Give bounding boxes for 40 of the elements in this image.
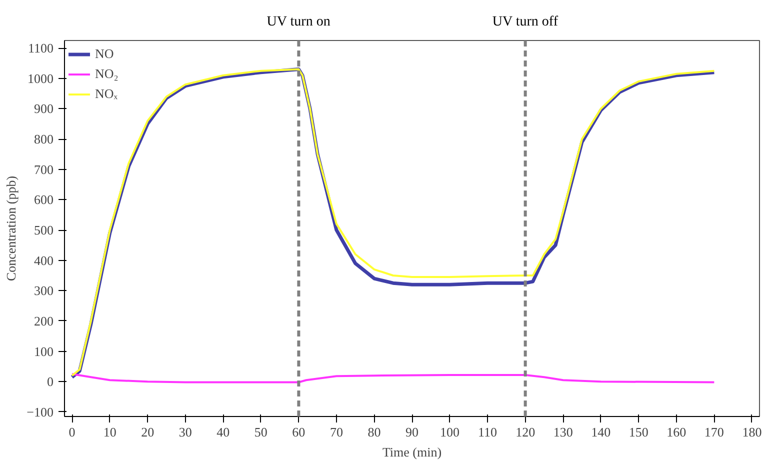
- y-tick-label: 900: [34, 101, 54, 116]
- x-tick-label: 80: [368, 424, 381, 440]
- x-tick-label: 30: [178, 424, 192, 440]
- x-tick-label: 0: [68, 424, 76, 440]
- x-tick-label: 150: [628, 424, 648, 440]
- y-tick-label: 400: [34, 252, 54, 268]
- y-tick-label: 800: [34, 132, 54, 147]
- x-tick-label: 20: [141, 424, 154, 440]
- y-tick-label: 600: [34, 192, 54, 208]
- x-tick-label: 120: [516, 424, 536, 440]
- x-tick-label: 110: [478, 424, 498, 440]
- legend-label: NO: [95, 46, 115, 62]
- x-tick-label: 170: [704, 424, 724, 440]
- x-tick-label: 100: [440, 424, 460, 440]
- x-tick-label: 90: [406, 424, 418, 440]
- x-axis-title: Time (min): [382, 444, 442, 460]
- legend-label: NOₓ: [95, 86, 118, 102]
- y-tick-label: 0: [47, 374, 54, 390]
- x-tick-label: 70: [330, 424, 343, 440]
- x-tick-label: 50: [254, 424, 268, 440]
- y-tick-label: 500: [34, 222, 54, 238]
- y-tick-label: 300: [34, 283, 54, 298]
- x-tick-label: 180: [742, 424, 762, 440]
- legend-label: NO₂: [95, 66, 118, 82]
- x-tick-label: 60: [292, 424, 306, 440]
- x-tick-label: 40: [216, 424, 230, 440]
- y-tick-label: 200: [34, 313, 54, 328]
- line-series: [71, 373, 716, 384]
- ref-line-label: UV turn on: [266, 14, 330, 30]
- y-tick-label: 1100: [28, 40, 54, 56]
- ref-line-label: UV turn off: [492, 14, 558, 30]
- x-tick-label: 10: [103, 424, 116, 440]
- y-tick-label: 700: [34, 162, 54, 177]
- y-axis-title: Concentration (ppb): [4, 176, 19, 282]
- x-tick-label: 140: [591, 424, 611, 440]
- y-tick-label: 100: [34, 344, 54, 359]
- y-tick-label: −100: [26, 404, 54, 420]
- x-tick-label: 130: [553, 424, 573, 440]
- y-tick-label: 1000: [28, 70, 54, 86]
- x-tick-label: 160: [666, 424, 686, 440]
